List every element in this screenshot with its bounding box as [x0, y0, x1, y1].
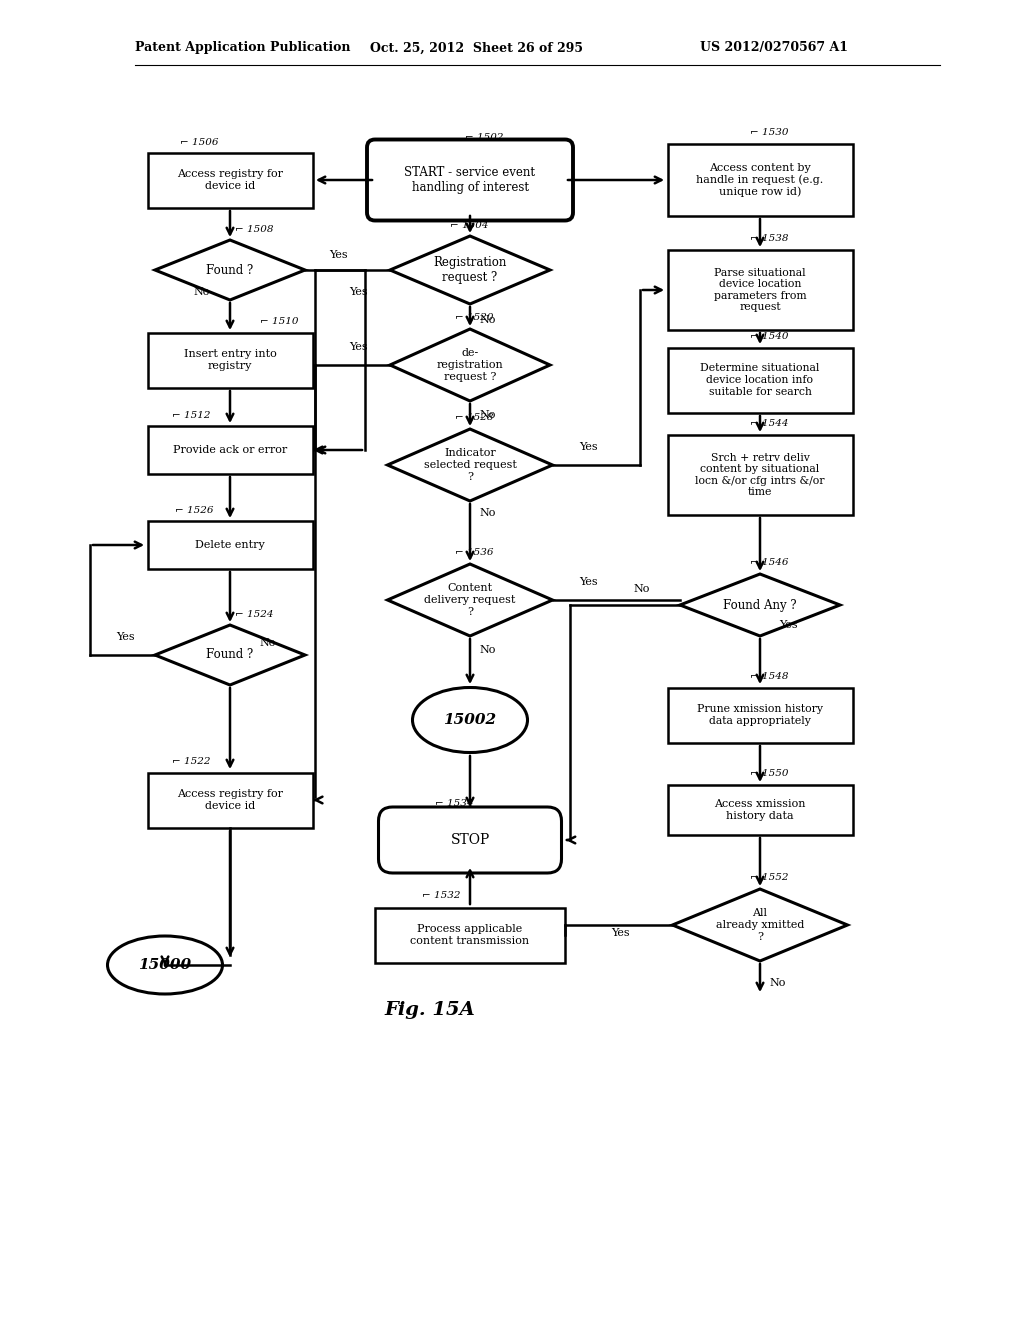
Text: Yes: Yes — [329, 249, 347, 260]
FancyBboxPatch shape — [668, 688, 853, 742]
Text: ⌐ 1544: ⌐ 1544 — [750, 418, 788, 428]
Polygon shape — [680, 574, 840, 636]
Text: No: No — [634, 583, 650, 594]
Text: ⌐ 1536: ⌐ 1536 — [455, 548, 494, 557]
FancyBboxPatch shape — [147, 772, 312, 828]
Text: Oct. 25, 2012  Sheet 26 of 295: Oct. 25, 2012 Sheet 26 of 295 — [370, 41, 583, 54]
Text: Access content by
handle in request (e.g.
unique row id): Access content by handle in request (e.g… — [696, 162, 823, 197]
Ellipse shape — [413, 688, 527, 752]
Text: ⌐ 1530: ⌐ 1530 — [750, 128, 788, 137]
Text: ⌐ 1504: ⌐ 1504 — [450, 220, 488, 230]
Polygon shape — [387, 564, 553, 636]
Text: Content
delivery request
?: Content delivery request ? — [424, 583, 516, 616]
Polygon shape — [155, 624, 305, 685]
Text: Process applicable
content transmission: Process applicable content transmission — [411, 924, 529, 946]
Polygon shape — [390, 236, 550, 304]
FancyBboxPatch shape — [668, 249, 853, 330]
Text: ⌐ 1508: ⌐ 1508 — [234, 224, 273, 234]
FancyBboxPatch shape — [379, 807, 561, 873]
Text: ⌐ 1510: ⌐ 1510 — [260, 317, 299, 326]
Text: No: No — [770, 978, 786, 987]
Text: ⌐ 1528: ⌐ 1528 — [455, 413, 494, 422]
Text: ⌐ 1550: ⌐ 1550 — [750, 770, 788, 777]
Text: Determine situational
device location info
suitable for search: Determine situational device location in… — [700, 363, 819, 396]
Text: Insert entry into
registry: Insert entry into registry — [183, 350, 276, 371]
Text: Yes: Yes — [116, 632, 134, 642]
Polygon shape — [390, 329, 550, 401]
Text: No: No — [480, 508, 497, 517]
Text: 15002: 15002 — [443, 713, 497, 727]
Text: ⌐ 1502: ⌐ 1502 — [465, 133, 504, 143]
Text: Fig. 15A: Fig. 15A — [385, 1001, 475, 1019]
Text: 15000: 15000 — [138, 958, 191, 972]
Text: No: No — [480, 315, 497, 325]
Polygon shape — [387, 429, 553, 502]
Text: ⌐ 1548: ⌐ 1548 — [750, 672, 788, 681]
Text: ⌐ 1546: ⌐ 1546 — [750, 558, 788, 568]
Text: ⌐ 1506: ⌐ 1506 — [180, 139, 218, 147]
Text: Found ?: Found ? — [207, 264, 254, 276]
Text: ⌐ 1520: ⌐ 1520 — [455, 313, 494, 322]
Text: Indicator
selected request
?: Indicator selected request ? — [424, 449, 516, 482]
FancyBboxPatch shape — [147, 153, 312, 207]
FancyBboxPatch shape — [668, 785, 853, 836]
FancyBboxPatch shape — [147, 333, 312, 388]
Text: Access registry for
device id: Access registry for device id — [177, 789, 283, 810]
FancyBboxPatch shape — [668, 436, 853, 515]
Text: Srch + retrv deliv
content by situational
locn &/or cfg intrs &/or
time: Srch + retrv deliv content by situationa… — [695, 453, 824, 498]
Text: Prune xmission history
data appropriately: Prune xmission history data appropriatel… — [697, 704, 823, 726]
Text: ⌐ 1532: ⌐ 1532 — [422, 891, 461, 900]
Text: ⌐ 1524: ⌐ 1524 — [234, 610, 273, 619]
Text: Yes: Yes — [349, 286, 368, 297]
Text: Provide ack or error: Provide ack or error — [173, 445, 287, 455]
Text: No: No — [480, 645, 497, 655]
Text: ⌐ 1526: ⌐ 1526 — [175, 506, 213, 515]
Text: Yes: Yes — [778, 620, 798, 630]
Text: Registration
request ?: Registration request ? — [433, 256, 507, 284]
FancyBboxPatch shape — [668, 347, 853, 412]
Text: All
already xmitted
?: All already xmitted ? — [716, 908, 804, 941]
Text: Parse situational
device location
parameters from
request: Parse situational device location parame… — [714, 268, 806, 313]
FancyBboxPatch shape — [375, 908, 565, 962]
Text: Access registry for
device id: Access registry for device id — [177, 169, 283, 191]
Text: No: No — [480, 411, 497, 420]
Text: Yes: Yes — [579, 577, 597, 587]
Text: ⌐ 1522: ⌐ 1522 — [172, 756, 211, 766]
Text: US 2012/0270567 A1: US 2012/0270567 A1 — [700, 41, 848, 54]
Text: Found ?: Found ? — [207, 648, 254, 661]
Polygon shape — [155, 240, 305, 300]
Text: ⌐ 1534: ⌐ 1534 — [435, 799, 473, 808]
Text: START - service event
handling of interest: START - service event handling of intere… — [404, 166, 536, 194]
FancyBboxPatch shape — [147, 521, 312, 569]
Text: No: No — [194, 286, 210, 297]
Text: de-
registration
request ?: de- registration request ? — [436, 348, 504, 381]
Text: ⌐ 1512: ⌐ 1512 — [172, 411, 211, 420]
FancyBboxPatch shape — [367, 140, 573, 220]
FancyBboxPatch shape — [147, 426, 312, 474]
Text: Yes: Yes — [349, 342, 368, 352]
Polygon shape — [673, 888, 848, 961]
Text: Found Any ?: Found Any ? — [723, 598, 797, 611]
Text: STOP: STOP — [451, 833, 489, 847]
Text: Yes: Yes — [610, 928, 630, 939]
FancyBboxPatch shape — [668, 144, 853, 216]
Text: Access xmission
history data: Access xmission history data — [715, 799, 806, 821]
Text: Yes: Yes — [579, 442, 597, 451]
Ellipse shape — [108, 936, 222, 994]
Text: Delete entry: Delete entry — [196, 540, 265, 550]
Text: No: No — [260, 638, 276, 648]
Text: ⌐ 1538: ⌐ 1538 — [750, 234, 788, 243]
Text: ⌐ 1540: ⌐ 1540 — [750, 333, 788, 341]
Text: ⌐ 1552: ⌐ 1552 — [750, 873, 788, 882]
Text: Patent Application Publication: Patent Application Publication — [135, 41, 350, 54]
